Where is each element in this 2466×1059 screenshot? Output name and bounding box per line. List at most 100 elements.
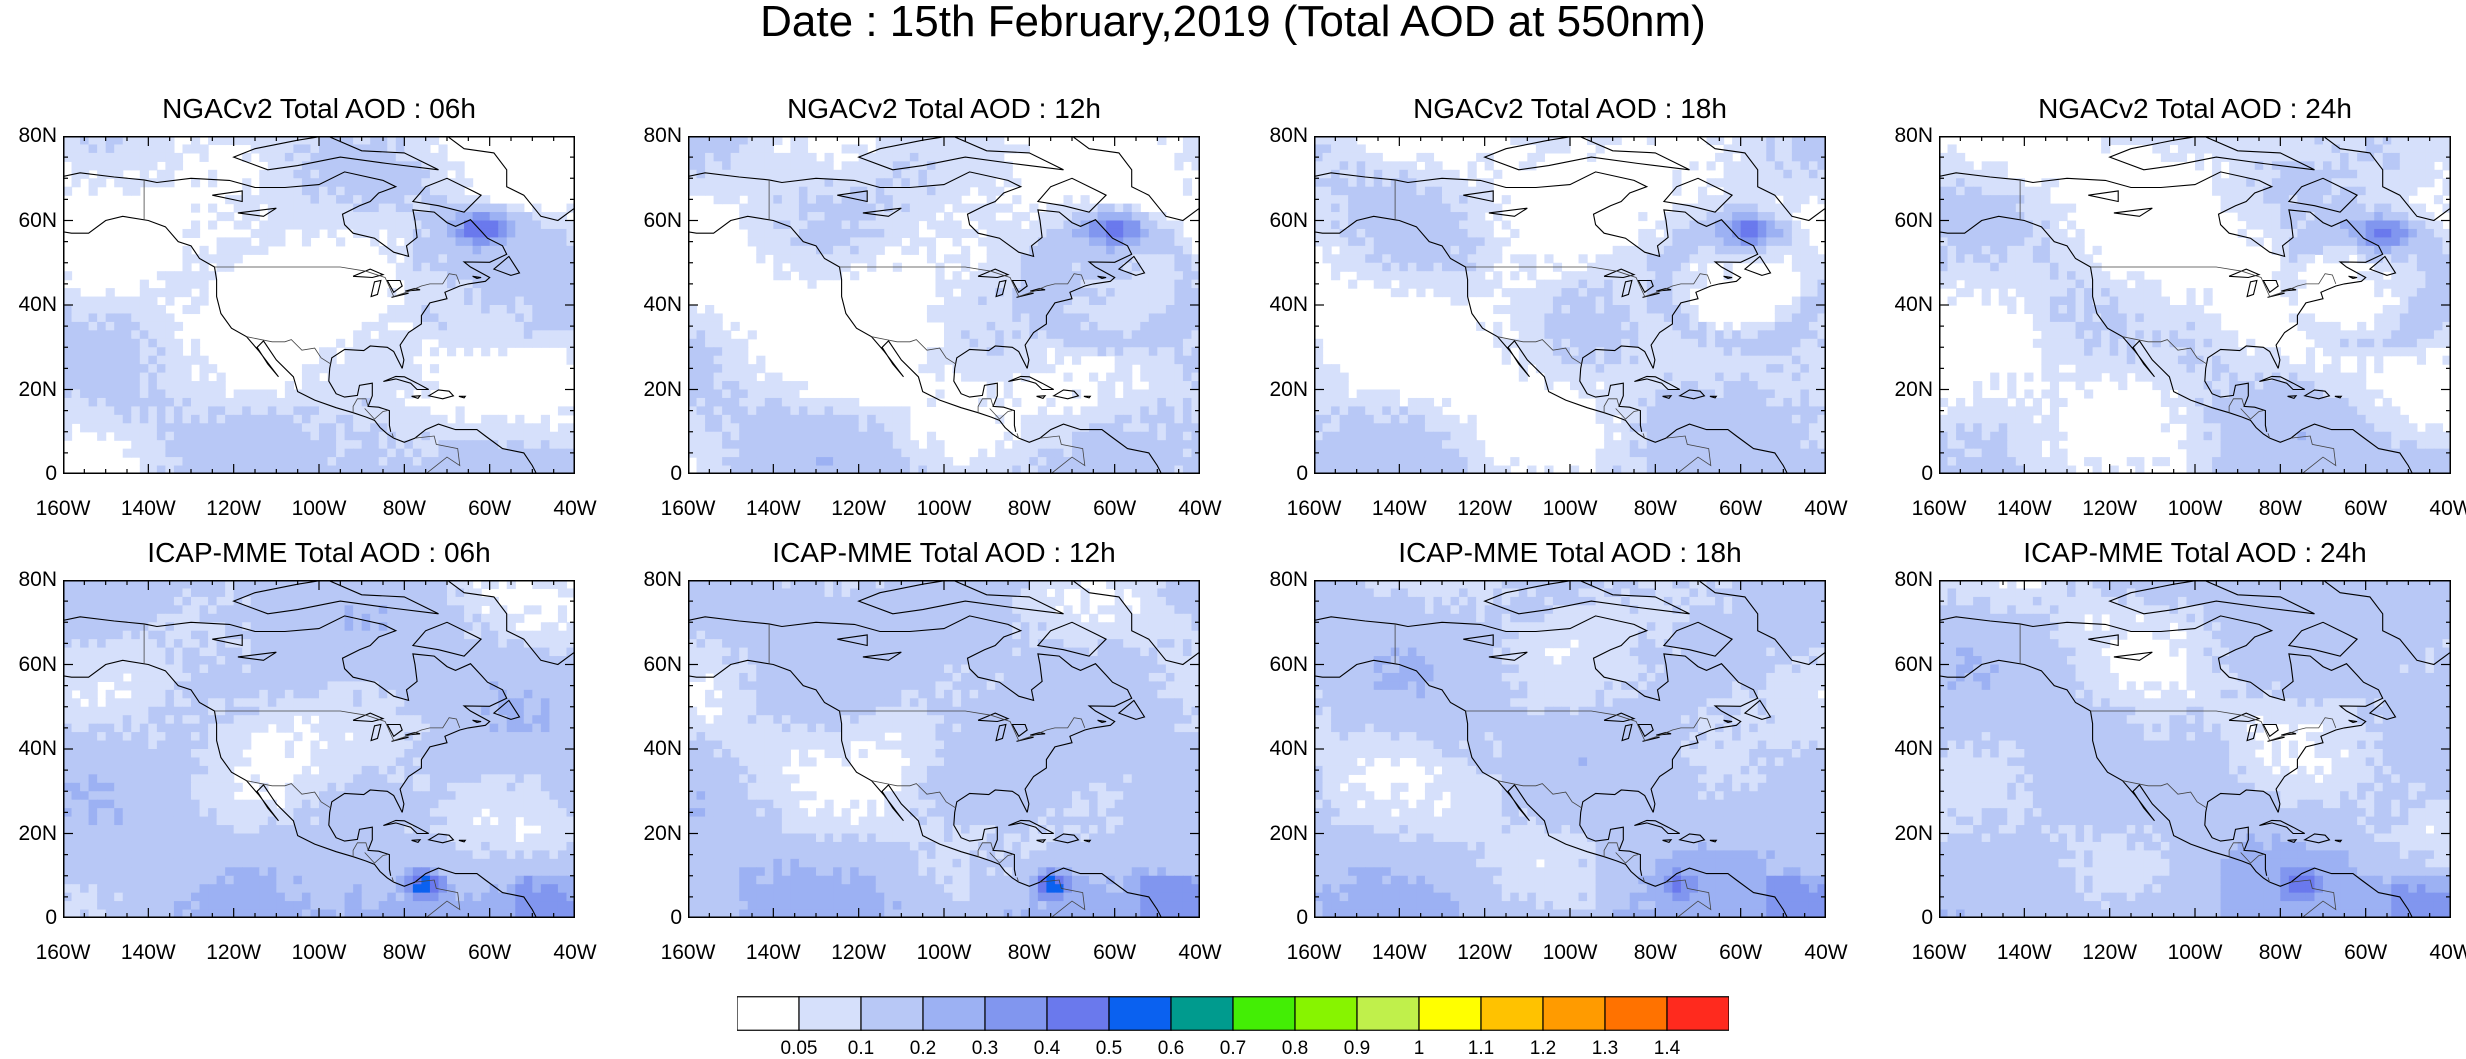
latitude-tick-label: 80N — [1248, 569, 1308, 590]
latitude-tick-label: 0 — [1873, 463, 1933, 484]
latitude-tick-label: 0 — [0, 463, 57, 484]
longitude-tick-label: 120W — [189, 498, 279, 519]
colorbar-tick-label: 0.5 — [1079, 1039, 1139, 1058]
latitude-tick-label: 0 — [0, 907, 57, 928]
longitude-tick-label: 160W — [1894, 498, 1984, 519]
colorbar-box — [1667, 997, 1729, 1031]
latitude-tick-label: 80N — [622, 125, 682, 146]
longitude-tick-label: 80W — [359, 498, 449, 519]
longitude-tick-label: 140W — [728, 498, 818, 519]
aod-field — [1314, 580, 1826, 918]
latitude-tick-label: 0 — [1873, 907, 1933, 928]
longitude-tick-label: 60W — [2321, 942, 2411, 963]
longitude-tick-label: 100W — [899, 942, 989, 963]
longitude-tick-label: 100W — [1525, 498, 1615, 519]
longitude-tick-label: 60W — [1696, 498, 1786, 519]
panel-title: ICAP-MME Total AOD : 18h — [1314, 538, 1826, 568]
colorbar-tick-label: 0.1 — [831, 1039, 891, 1058]
longitude-tick-label: 40W — [1155, 942, 1245, 963]
longitude-tick-label: 80W — [984, 498, 1074, 519]
latitude-tick-label: 40N — [622, 294, 682, 315]
latitude-tick-label: 20N — [1873, 823, 1933, 844]
colorbar-tick-label: 0.2 — [893, 1039, 953, 1058]
colorbar-tick-label: 0.4 — [1017, 1039, 1077, 1058]
colorbar-tick-label: 0.8 — [1265, 1039, 1325, 1058]
longitude-tick-label: 100W — [2150, 942, 2240, 963]
latitude-tick-label: 60N — [622, 210, 682, 231]
colorbar-tick-label: 0.7 — [1203, 1039, 1263, 1058]
panel-title: ICAP-MME Total AOD : 06h — [63, 538, 575, 568]
longitude-tick-label: 100W — [899, 498, 989, 519]
longitude-tick-label: 40W — [2406, 942, 2466, 963]
latitude-tick-label: 60N — [1248, 654, 1308, 675]
longitude-tick-label: 80W — [1610, 942, 1700, 963]
longitude-tick-label: 60W — [1070, 498, 1160, 519]
aod-field — [688, 136, 1200, 474]
panel-title: NGACv2 Total AOD : 06h — [63, 94, 575, 124]
colorbar-box — [1481, 997, 1543, 1031]
latitude-tick-label: 0 — [1248, 907, 1308, 928]
longitude-tick-label: 160W — [18, 942, 108, 963]
latitude-tick-label: 20N — [622, 379, 682, 400]
colorbar-box — [923, 997, 985, 1031]
longitude-tick-label: 80W — [1610, 498, 1700, 519]
latitude-tick-label: 0 — [622, 907, 682, 928]
panel-title: ICAP-MME Total AOD : 24h — [1939, 538, 2451, 568]
longitude-tick-label: 60W — [445, 942, 535, 963]
latitude-tick-label: 20N — [0, 823, 57, 844]
longitude-tick-label: 60W — [1696, 942, 1786, 963]
colorbar-tick-label: 1 — [1389, 1039, 1449, 1058]
longitude-tick-label: 120W — [2065, 942, 2155, 963]
aod-map — [688, 136, 1200, 474]
longitude-tick-label: 160W — [18, 498, 108, 519]
latitude-tick-label: 40N — [1873, 294, 1933, 315]
aod-map — [1314, 580, 1826, 918]
aod-field — [1939, 580, 2451, 918]
longitude-tick-label: 140W — [103, 942, 193, 963]
longitude-tick-label: 80W — [359, 942, 449, 963]
panel-title: NGACv2 Total AOD : 12h — [688, 94, 1200, 124]
longitude-tick-label: 160W — [1269, 942, 1359, 963]
longitude-tick-label: 80W — [984, 942, 1074, 963]
colorbar-tick-label: 0.3 — [955, 1039, 1015, 1058]
longitude-tick-label: 140W — [103, 498, 193, 519]
aod-map — [1939, 136, 2451, 474]
colorbar-box — [1295, 997, 1357, 1031]
longitude-tick-label: 120W — [189, 942, 279, 963]
longitude-tick-label: 60W — [2321, 498, 2411, 519]
longitude-tick-label: 100W — [274, 498, 364, 519]
latitude-tick-label: 20N — [622, 823, 682, 844]
latitude-tick-label: 20N — [1248, 379, 1308, 400]
longitude-tick-label: 160W — [1894, 942, 1984, 963]
latitude-tick-label: 40N — [1248, 738, 1308, 759]
panel-title: ICAP-MME Total AOD : 12h — [688, 538, 1200, 568]
colorbar-box — [1233, 997, 1295, 1031]
colorbar-tick-label: 1.2 — [1513, 1039, 1573, 1058]
longitude-tick-label: 140W — [1354, 942, 1444, 963]
longitude-tick-label: 140W — [1979, 942, 2069, 963]
aod-map — [63, 580, 575, 918]
colorbar-tick-label: 1.4 — [1637, 1039, 1697, 1058]
aod-map — [1314, 136, 1826, 474]
longitude-tick-label: 160W — [643, 942, 733, 963]
aod-field — [1314, 136, 1826, 474]
latitude-tick-label: 80N — [1248, 125, 1308, 146]
latitude-tick-label: 20N — [1873, 379, 1933, 400]
latitude-tick-label: 20N — [0, 379, 57, 400]
latitude-tick-label: 40N — [0, 294, 57, 315]
longitude-tick-label: 40W — [1155, 498, 1245, 519]
colorbar-box — [1109, 997, 1171, 1031]
colorbar-tick-label: 1.3 — [1575, 1039, 1635, 1058]
longitude-tick-label: 100W — [274, 942, 364, 963]
longitude-tick-label: 100W — [2150, 498, 2240, 519]
colorbar-box — [1171, 997, 1233, 1031]
colorbar-tick-label: 0.6 — [1141, 1039, 1201, 1058]
latitude-tick-label: 60N — [622, 654, 682, 675]
colorbar-tick-label: 1.1 — [1451, 1039, 1511, 1058]
aod-colorbar — [737, 996, 1729, 1031]
longitude-tick-label: 160W — [643, 498, 733, 519]
